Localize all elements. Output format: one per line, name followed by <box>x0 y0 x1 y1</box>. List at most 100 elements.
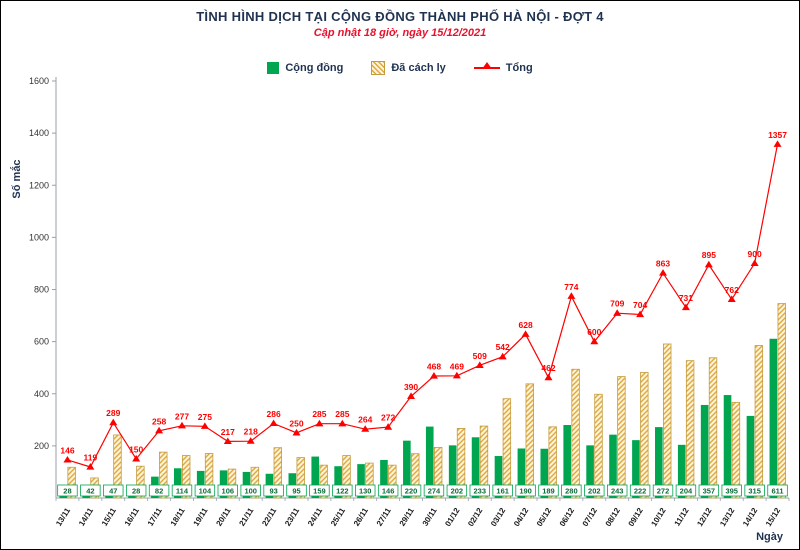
cong-dong-label-box <box>125 484 147 497</box>
x-tick-label: 13/12 <box>718 506 737 528</box>
cong-dong-value-label: 280 <box>565 486 578 495</box>
tong-value-label: 731 <box>679 293 693 303</box>
tong-marker-triangle-icon <box>681 303 690 311</box>
bar-cong-dong <box>173 468 182 498</box>
triangle-marker-icon <box>481 62 492 69</box>
bar-cong-dong <box>677 444 686 498</box>
tong-value-label: 250 <box>289 418 303 428</box>
cong-dong-value-label: 100 <box>244 486 257 495</box>
legend-item-tong: Tổng <box>473 62 533 74</box>
cong-dong-label-box <box>263 484 284 497</box>
x-tick-label: 19/11 <box>192 506 210 528</box>
legend-item-cong-dong: Cộng đồng <box>267 62 343 74</box>
bar-da-cach-ly <box>273 447 283 499</box>
cong-dong-value-label: 47 <box>109 486 117 495</box>
tong-marker-triangle-icon <box>384 423 393 430</box>
cong-dong-label-box <box>698 484 720 497</box>
tong-marker-triangle-icon <box>429 372 438 379</box>
cong-dong-label-box <box>744 484 765 497</box>
x-tick-label: 23/11 <box>283 506 301 528</box>
bar-da-cach-ly <box>113 434 122 499</box>
cong-dong-value-label: 202 <box>588 486 601 495</box>
bar-cong-dong <box>655 427 663 498</box>
bar-cong-dong <box>540 448 549 498</box>
tong-marker-triangle-icon <box>315 419 324 427</box>
tong-marker-triangle-icon <box>544 373 553 381</box>
x-tick-label: 22/11 <box>260 506 278 528</box>
cong-dong-value-label: 93 <box>269 486 277 495</box>
tong-marker-triangle-icon <box>200 422 209 429</box>
legend-swatch-green-bar-icon <box>267 62 280 74</box>
y-tick-label: 600 <box>34 337 49 347</box>
x-tick-label: 12/12 <box>695 506 714 528</box>
tong-marker-triangle-icon <box>109 418 118 426</box>
tong-value-label: 600 <box>587 327 601 337</box>
legend-swatch-red-line-icon <box>473 62 500 69</box>
bar-cong-dong <box>425 426 434 498</box>
chart-subtitle: Cập nhật 18 giờ, ngày 15/12/2021 <box>313 27 487 39</box>
cong-dong-value-label: 272 <box>657 486 670 495</box>
cong-dong-label-box <box>423 484 445 497</box>
cong-dong-value-label: 274 <box>428 486 441 495</box>
bar-da-cach-ly <box>204 453 214 499</box>
tong-marker-triangle-icon <box>750 259 759 267</box>
x-tick-label: 25/11 <box>329 506 347 528</box>
x-tick-label: 09/12 <box>627 506 646 528</box>
cong-dong-label-box <box>721 484 742 497</box>
tong-marker-triangle-icon <box>521 330 530 337</box>
cong-dong-value-label: 204 <box>680 486 693 495</box>
x-tick-label: 30/11 <box>421 506 439 528</box>
tong-value-label: 462 <box>541 363 555 373</box>
tong-marker-triangle-icon <box>246 437 255 444</box>
bar-cong-dong <box>563 425 571 498</box>
bar-da-cach-ly <box>388 464 397 499</box>
bar-cong-dong <box>311 456 320 498</box>
bar-da-cach-ly <box>663 343 672 499</box>
cong-dong-label-box <box>469 484 490 497</box>
tong-marker-triangle-icon <box>498 352 507 360</box>
chart-plot: 200 400 600 800 1000 1200 1400 1600 146 119 289 150… <box>29 76 790 528</box>
cong-dong-value-label: 315 <box>748 486 761 495</box>
cong-dong-value-label: 28 <box>63 486 71 495</box>
cong-dong-label-box <box>57 484 78 497</box>
x-tick-label: 20/11 <box>214 506 232 528</box>
bar-cong-dong <box>494 456 503 498</box>
tong-value-label: 762 <box>725 285 739 295</box>
tong-value-label: 150 <box>129 444 143 454</box>
cong-dong-label-box <box>309 484 330 497</box>
cong-dong-value-label: 82 <box>155 486 163 495</box>
tong-marker-triangle-icon <box>361 425 370 432</box>
tong-value-label: 709 <box>610 299 624 309</box>
cong-dong-label-box <box>538 484 559 497</box>
tong-marker-triangle-icon <box>292 428 301 436</box>
legend-label-cong-dong: Cộng đồng <box>285 62 344 74</box>
tong-value-label: 542 <box>496 342 510 352</box>
bar-da-cach-ly <box>777 303 786 499</box>
tong-value-label: 774 <box>564 282 578 292</box>
tong-marker-triangle-icon <box>269 419 278 427</box>
bar-cong-dong <box>219 470 228 498</box>
x-tick-label: 26/11 <box>352 506 370 528</box>
bar-cong-dong <box>769 338 778 498</box>
bar-da-cach-ly <box>342 455 351 499</box>
cong-dong-label-box <box>332 484 353 497</box>
cong-dong-value-label: 104 <box>199 486 212 495</box>
cong-dong-label-box <box>584 484 605 497</box>
bar-cong-dong <box>700 404 709 498</box>
y-tick-label: 1400 <box>29 128 49 138</box>
bar-da-cach-ly <box>250 466 260 499</box>
tong-value-label: 218 <box>244 427 258 437</box>
y-tick-label: 1200 <box>29 180 49 190</box>
cong-dong-label-box <box>286 484 307 497</box>
y-tick-label: 1600 <box>29 76 49 86</box>
x-tick-label: 15/11 <box>100 506 118 528</box>
bar-da-cach-ly <box>411 453 420 499</box>
cong-dong-value-label: 106 <box>222 486 235 495</box>
tong-value-label: 275 <box>198 412 212 422</box>
x-tick-label: 24/11 <box>306 506 324 528</box>
cong-dong-label-box <box>515 484 536 497</box>
y-tick-label: 200 <box>34 441 49 451</box>
bar-da-cach-ly <box>571 368 580 499</box>
tong-value-label: 469 <box>450 361 464 371</box>
legend: Cộng đồng Đã cách ly Tổng <box>1 61 799 75</box>
